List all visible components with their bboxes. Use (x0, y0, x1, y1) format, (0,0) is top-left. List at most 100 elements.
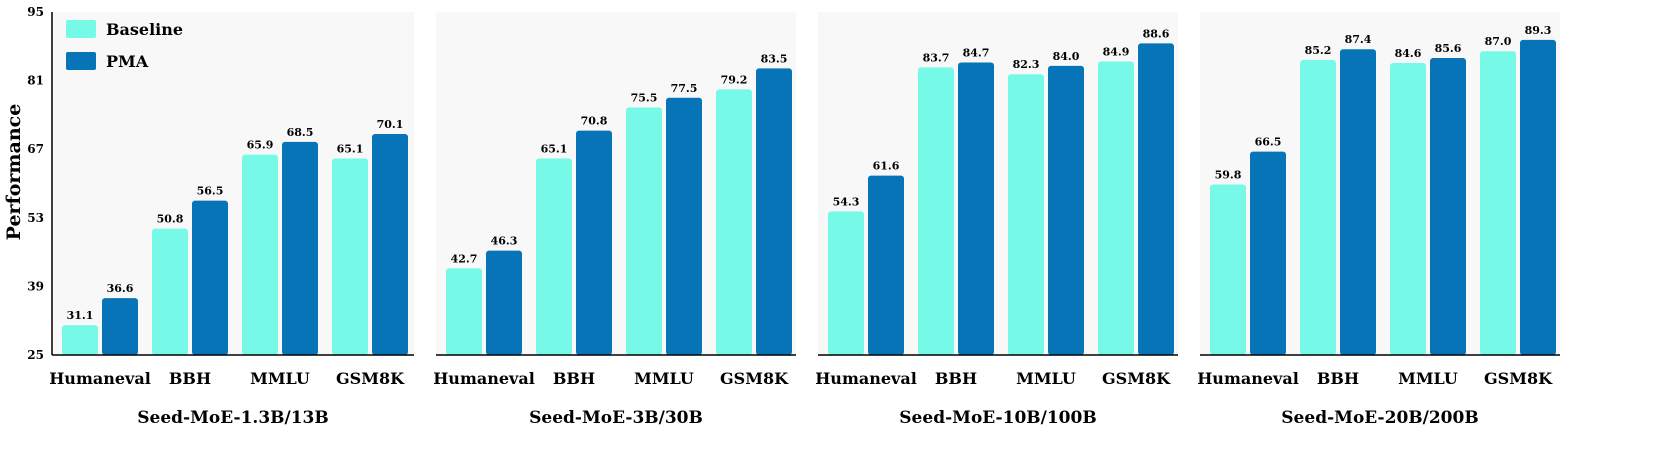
y-tick-labels: 95 81 67 53 39 25 (27, 5, 44, 362)
x-tick-label: Humaneval (49, 369, 151, 388)
x-tick-label: MMLU (634, 369, 694, 388)
bar-pma (192, 200, 228, 355)
bar-pma (1138, 43, 1174, 356)
data-label: 87.4 (1345, 33, 1372, 46)
chart-panel: 54.3 61.6 Humaneval 83.7 84.7 BBH 82.3 84.0 MMLU… (815, 12, 1178, 428)
bar-pma (1250, 151, 1286, 355)
bar-baseline (1480, 51, 1516, 355)
bar-baseline (1210, 184, 1246, 355)
data-label: 87.0 (1485, 35, 1512, 48)
y-tick-label: 95 (27, 5, 44, 19)
bar-pma (1340, 49, 1376, 356)
bar-pma (576, 130, 612, 355)
data-label: 84.7 (963, 46, 990, 59)
x-tick-label: GSM8K (1102, 369, 1171, 388)
x-tick-label: GSM8K (336, 369, 405, 388)
x-tick-label: Humaneval (433, 369, 535, 388)
bar-baseline (1008, 74, 1044, 355)
bar-baseline (716, 89, 752, 356)
y-tick-label: 39 (27, 279, 44, 293)
bar-baseline (918, 67, 954, 356)
data-label: 42.7 (451, 252, 478, 265)
bar-baseline (62, 325, 98, 355)
bar-baseline (536, 158, 572, 355)
legend-label-baseline: Baseline (106, 20, 183, 39)
data-label: 31.1 (67, 309, 94, 322)
panel-title: Seed-MoE-3B/30B (529, 408, 703, 428)
data-label: 36.6 (107, 282, 134, 295)
bar-baseline (828, 211, 864, 355)
bar-pma (372, 134, 408, 355)
data-label: 61.6 (873, 160, 900, 173)
panel-title: Seed-MoE-20B/200B (1281, 408, 1478, 428)
x-tick-label: MMLU (1016, 369, 1076, 388)
data-label: 89.3 (1525, 24, 1552, 37)
data-label: 85.6 (1435, 42, 1462, 55)
panel-title: Seed-MoE-1.3B/13B (137, 408, 329, 428)
legend: Baseline PMA (66, 20, 183, 71)
data-label: 83.5 (761, 52, 788, 65)
x-tick-label: MMLU (250, 369, 310, 388)
data-label: 82.3 (1013, 58, 1040, 71)
data-label: 83.7 (923, 51, 950, 64)
y-tick-label: 81 (27, 74, 44, 88)
x-tick-label: MMLU (1398, 369, 1458, 388)
bar-baseline (152, 228, 188, 355)
data-label: 50.8 (157, 213, 184, 226)
y-tick-label: 53 (27, 211, 44, 225)
data-label: 79.2 (721, 73, 748, 86)
data-label: 84.6 (1395, 47, 1422, 60)
bar-pma (1048, 65, 1084, 356)
bar-pma (102, 298, 138, 355)
chart-panel: 31.1 36.6 Humaneval 50.8 56.5 BBH 65.9 68.5 MMLU… (49, 12, 414, 428)
y-tick-label: 67 (27, 142, 44, 156)
bar-baseline (242, 154, 278, 355)
bar-baseline (1098, 61, 1134, 356)
data-label: 84.0 (1053, 50, 1080, 63)
data-label: 84.9 (1103, 45, 1130, 58)
x-tick-label: GSM8K (720, 369, 789, 388)
bar-pma (282, 141, 318, 355)
data-label: 85.2 (1305, 44, 1332, 57)
bar-pma (1430, 58, 1466, 356)
bar-baseline (332, 158, 368, 355)
data-label: 65.9 (247, 139, 274, 152)
y-axis-label: Performance (3, 104, 25, 241)
data-label: 70.1 (377, 118, 404, 131)
bar-baseline (446, 268, 482, 355)
data-label: 54.3 (833, 195, 860, 208)
data-label: 70.8 (581, 115, 608, 128)
y-axis: Performance 95 81 67 53 39 25 (3, 5, 44, 362)
data-label: 88.6 (1143, 27, 1170, 40)
chart-panel: 42.7 46.3 Humaneval 65.1 70.8 BBH 75.5 77.5 MMLU… (433, 12, 796, 428)
bar-pma (958, 62, 994, 355)
x-tick-label: Humaneval (1197, 369, 1299, 388)
data-label: 59.8 (1215, 168, 1242, 181)
x-tick-label: BBH (935, 369, 977, 388)
legend-label-pma: PMA (106, 52, 149, 71)
x-tick-label: Humaneval (815, 369, 917, 388)
panel-title: Seed-MoE-10B/100B (899, 408, 1096, 428)
data-label: 56.5 (197, 185, 224, 198)
data-label: 66.5 (1255, 136, 1282, 149)
legend-swatch-pma (66, 52, 96, 70)
data-label: 65.1 (541, 143, 568, 156)
chart-panel: 59.8 66.5 Humaneval 85.2 87.4 BBH 84.6 85.6 MMLU… (1197, 12, 1560, 428)
x-tick-label: GSM8K (1484, 369, 1553, 388)
legend-swatch-baseline (66, 20, 96, 38)
bar-baseline (1390, 62, 1426, 356)
bar-pma (756, 68, 792, 355)
x-tick-label: BBH (169, 369, 211, 388)
bar-pma (868, 175, 904, 355)
data-label: 65.1 (337, 143, 364, 156)
data-label: 68.5 (287, 126, 314, 139)
bar-baseline (1300, 60, 1336, 356)
x-tick-label: BBH (553, 369, 595, 388)
bar-pma (1520, 39, 1556, 356)
data-label: 77.5 (671, 82, 698, 95)
bar-pma (486, 250, 522, 355)
bar-pma (666, 97, 702, 355)
data-label: 46.3 (491, 235, 518, 248)
panels: 31.1 36.6 Humaneval 50.8 56.5 BBH 65.9 68.5 MMLU… (49, 12, 1560, 428)
